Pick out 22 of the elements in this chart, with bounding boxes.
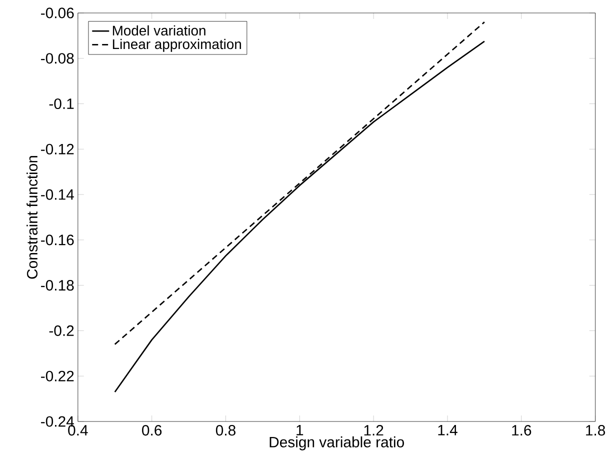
y-tick-label: -0.06 [41, 7, 74, 18]
y-tick-label: -0.22 [41, 370, 74, 382]
x-tick-label: 0.8 [216, 424, 236, 436]
legend-label: Model variation [112, 25, 206, 36]
y-tick-label: -0.16 [41, 234, 74, 245]
x-tick-label: 1.8 [586, 424, 606, 436]
x-tick-label: 1.6 [512, 424, 532, 436]
x-tick-label: 1.4 [438, 424, 458, 436]
x-axis-title: Design variable ratio [270, 436, 404, 450]
y-tick-label: -0.08 [41, 52, 74, 64]
x-tick-label: 1.2 [364, 424, 384, 436]
y-tick-label: -0.2 [49, 325, 74, 336]
x-tick-label: 0.4 [68, 424, 88, 436]
x-tick-label: 1 [296, 424, 304, 436]
x-tick-label: 0.6 [142, 424, 162, 436]
y-axis-title: Constraint function [26, 156, 38, 278]
y-tick-label: -0.1 [49, 98, 74, 109]
legend-label: Linear approximation [112, 38, 241, 52]
y-tick-label: -0.18 [41, 280, 74, 290]
y-tick-label: -0.24 [41, 416, 74, 427]
y-tick-label: -0.12 [41, 144, 74, 154]
y-tick-label: -0.14 [41, 189, 74, 200]
